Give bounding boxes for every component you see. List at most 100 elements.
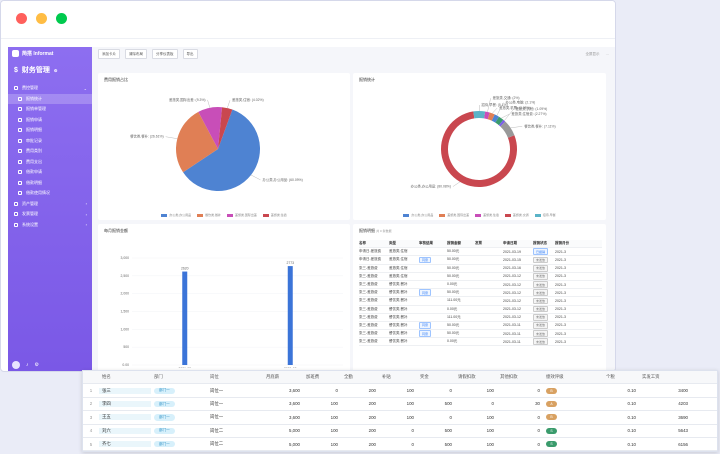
donut-slice[interactable]: [500, 121, 515, 138]
donut-slice[interactable]: [495, 116, 504, 126]
sheet-cell-ot[interactable]: 100: [330, 414, 338, 420]
column-header[interactable]: 审核结果: [419, 241, 433, 246]
table-row[interactable]: 张三-差旅费 餐饮类,餐补 同意 50.00元 2021-03-11 未发放 2021-3: [359, 322, 602, 331]
sheet-cell-ot[interactable]: 100: [330, 428, 338, 434]
sheet-cell-bonus[interactable]: 500: [444, 441, 452, 447]
table-row[interactable]: 张三-差旅费 餐饮类,餐补 0.00元 2021-03-11 未发放 2021-3: [359, 338, 602, 347]
column-header[interactable]: 发票: [475, 241, 482, 246]
column-header[interactable]: 月底薪: [266, 374, 280, 380]
legend-item[interactable]: 办公类,办公用品: [403, 213, 433, 217]
sidebar-item[interactable]: 发票管理 ›: [8, 209, 92, 220]
sheet-cell-base[interactable]: 3,600: [289, 414, 300, 420]
legend-item[interactable]: 差旅类,国际出差: [227, 213, 257, 217]
column-header[interactable]: 姓名: [102, 374, 111, 380]
sheet-cell-attend[interactable]: 200: [368, 414, 376, 420]
sidebar-item[interactable]: 报销明细: [8, 125, 92, 136]
sheet-cell-name[interactable]: 王五: [99, 414, 151, 421]
sheet-cell-post[interactable]: 岗位一: [210, 400, 224, 406]
sheet-cell-leave[interactable]: 100: [486, 388, 494, 394]
sheet-cell-bonus[interactable]: 0: [449, 388, 452, 394]
table-row[interactable]: 张三-差旅费 餐饮类,餐补 111.00元 2021-03-12 未发放 2021-3: [359, 313, 602, 322]
column-header[interactable]: 其他扣款: [500, 374, 518, 380]
table-row[interactable]: 申请日-差旅费 差旅类,住宿 同意 50.00元 2021-03-15 未发放 2021-3: [359, 256, 602, 265]
column-header[interactable]: 全勤: [344, 374, 353, 380]
column-header[interactable]: 请假扣款: [458, 374, 476, 380]
sidebar-item[interactable]: 借款明细: [8, 178, 92, 189]
sheet-row[interactable]: 5 齐七 部门一 岗位二 5,000 100 200 0 500 100 0 S 0.10 6156: [83, 438, 717, 452]
sheet-cell-other[interactable]: 30: [535, 401, 540, 407]
sidebar-item[interactable]: 费控管理 ⌄: [8, 83, 92, 94]
sheet-cell-grade[interactable]: A: [543, 400, 603, 407]
sheet-cell-bonus[interactable]: 500: [444, 401, 452, 407]
donut-slice[interactable]: [487, 112, 495, 121]
sheet-cell-idx[interactable]: 4: [89, 428, 93, 434]
sheet-cell-tax[interactable]: 0.10: [627, 441, 636, 447]
sidebar-item[interactable]: 审批记录: [8, 136, 92, 147]
sheet-cell-leave[interactable]: 100: [486, 441, 494, 447]
sheet-cell-idx[interactable]: 5: [89, 441, 93, 447]
sidebar-item[interactable]: 报销申请: [8, 115, 92, 126]
sheet-cell-subsidy[interactable]: 100: [406, 388, 414, 394]
pie-slice[interactable]: [183, 109, 260, 191]
donut-slice[interactable]: [484, 111, 490, 120]
bell-icon[interactable]: ♪: [26, 362, 29, 368]
sheet-cell-post[interactable]: 岗位二: [210, 441, 224, 447]
sheet-cell-ot[interactable]: 0: [335, 388, 338, 394]
table-row[interactable]: 申请日-差旅费 差旅类,住宿 50.00元 2021-03-19 已报销 2021-3: [359, 248, 602, 257]
sheet-row[interactable]: 1 张三 部门一 岗位一 3,600 0 200 100 0 100 0 B 0.10 3400: [83, 384, 717, 398]
sidebar-item[interactable]: 资产管理 ›: [8, 199, 92, 210]
column-header[interactable]: 名称: [359, 241, 366, 246]
sheet-cell-base[interactable]: 5,000: [289, 428, 300, 434]
sheet-cell-bonus[interactable]: 0: [449, 414, 452, 420]
table-row[interactable]: 张三-差旅费 差旅类,住宿 50.00元 2021-03-12 未发放 2021-3: [359, 272, 602, 281]
donut-slice[interactable]: [498, 119, 506, 127]
sidebar-item[interactable]: 报销单管理: [8, 104, 92, 115]
sidebar-item[interactable]: 报销统计: [8, 93, 92, 104]
legend-item[interactable]: 差旅类,住宿: [475, 213, 499, 217]
sheet-cell-leave[interactable]: 100: [486, 414, 494, 420]
toolbar-button[interactable]: 添加卡片: [98, 49, 120, 59]
sheet-cell-grade[interactable]: S: [543, 441, 603, 448]
sheet-cell-idx[interactable]: 2: [89, 401, 93, 407]
column-header[interactable]: 个税: [606, 374, 615, 380]
sidebar-item[interactable]: 借款使用情况: [8, 188, 92, 199]
sheet-cell-dept[interactable]: 部门一: [151, 401, 207, 408]
sheet-cell-ot[interactable]: 100: [330, 441, 338, 447]
sheet-cell-base[interactable]: 3,600: [289, 401, 300, 407]
bar[interactable]: [182, 271, 188, 365]
sidebar-item[interactable]: 费用类别: [8, 146, 92, 157]
column-header[interactable]: 报销月份: [555, 241, 569, 246]
donut-slice[interactable]: [491, 114, 500, 123]
sheet-cell-attend[interactable]: 200: [368, 428, 376, 434]
sheet-cell-grade[interactable]: B: [543, 414, 603, 421]
sheet-cell-subsidy[interactable]: 100: [406, 401, 414, 407]
column-header[interactable]: 申请日期: [503, 241, 517, 246]
sheet-cell-post[interactable]: 岗位一: [210, 414, 224, 420]
sheet-cell-net[interactable]: 3400: [678, 388, 688, 394]
column-header[interactable]: 类型: [389, 241, 396, 246]
maximize-dot[interactable]: [56, 13, 67, 24]
table-row[interactable]: 张三-差旅费 餐饮类,餐补 同意 50.00元 2021-03-12 未发放 2021-3: [359, 289, 602, 298]
pie-slice[interactable]: [198, 107, 223, 149]
sheet-cell-name[interactable]: 齐七: [99, 441, 151, 448]
minimize-dot[interactable]: [36, 13, 47, 24]
avatar[interactable]: [12, 361, 20, 369]
legend-item[interactable]: 差旅类,交通: [504, 213, 529, 217]
sheet-cell-idx[interactable]: 3: [89, 414, 93, 420]
table-row[interactable]: 张三-差旅费 餐饮类,餐补 111.00元 2021-03-12 未发放 2021-3: [359, 297, 602, 306]
sheet-cell-base[interactable]: 5,000: [289, 441, 300, 447]
sheet-cell-post[interactable]: 岗位二: [210, 427, 224, 433]
sheet-cell-attend[interactable]: 200: [368, 401, 376, 407]
sheet-cell-net[interactable]: 6156: [678, 441, 688, 447]
sheet-cell-subsidy[interactable]: 0: [411, 441, 414, 447]
sheet-cell-subsidy[interactable]: 0: [411, 428, 414, 434]
column-header[interactable]: 绩效评级: [546, 374, 564, 380]
toolbar-button[interactable]: 分享仪表板: [152, 49, 178, 59]
sheet-cell-tax[interactable]: 0.10: [627, 428, 636, 434]
sheet-cell-attend[interactable]: 200: [368, 441, 376, 447]
column-header[interactable]: 奖金: [420, 374, 429, 380]
sheet-cell-other[interactable]: 0: [537, 428, 540, 434]
sheet-cell-attend[interactable]: 200: [368, 388, 376, 394]
sheet-cell-dept[interactable]: 部门一: [151, 387, 207, 394]
sheet-cell-tax[interactable]: 0.10: [627, 414, 636, 420]
